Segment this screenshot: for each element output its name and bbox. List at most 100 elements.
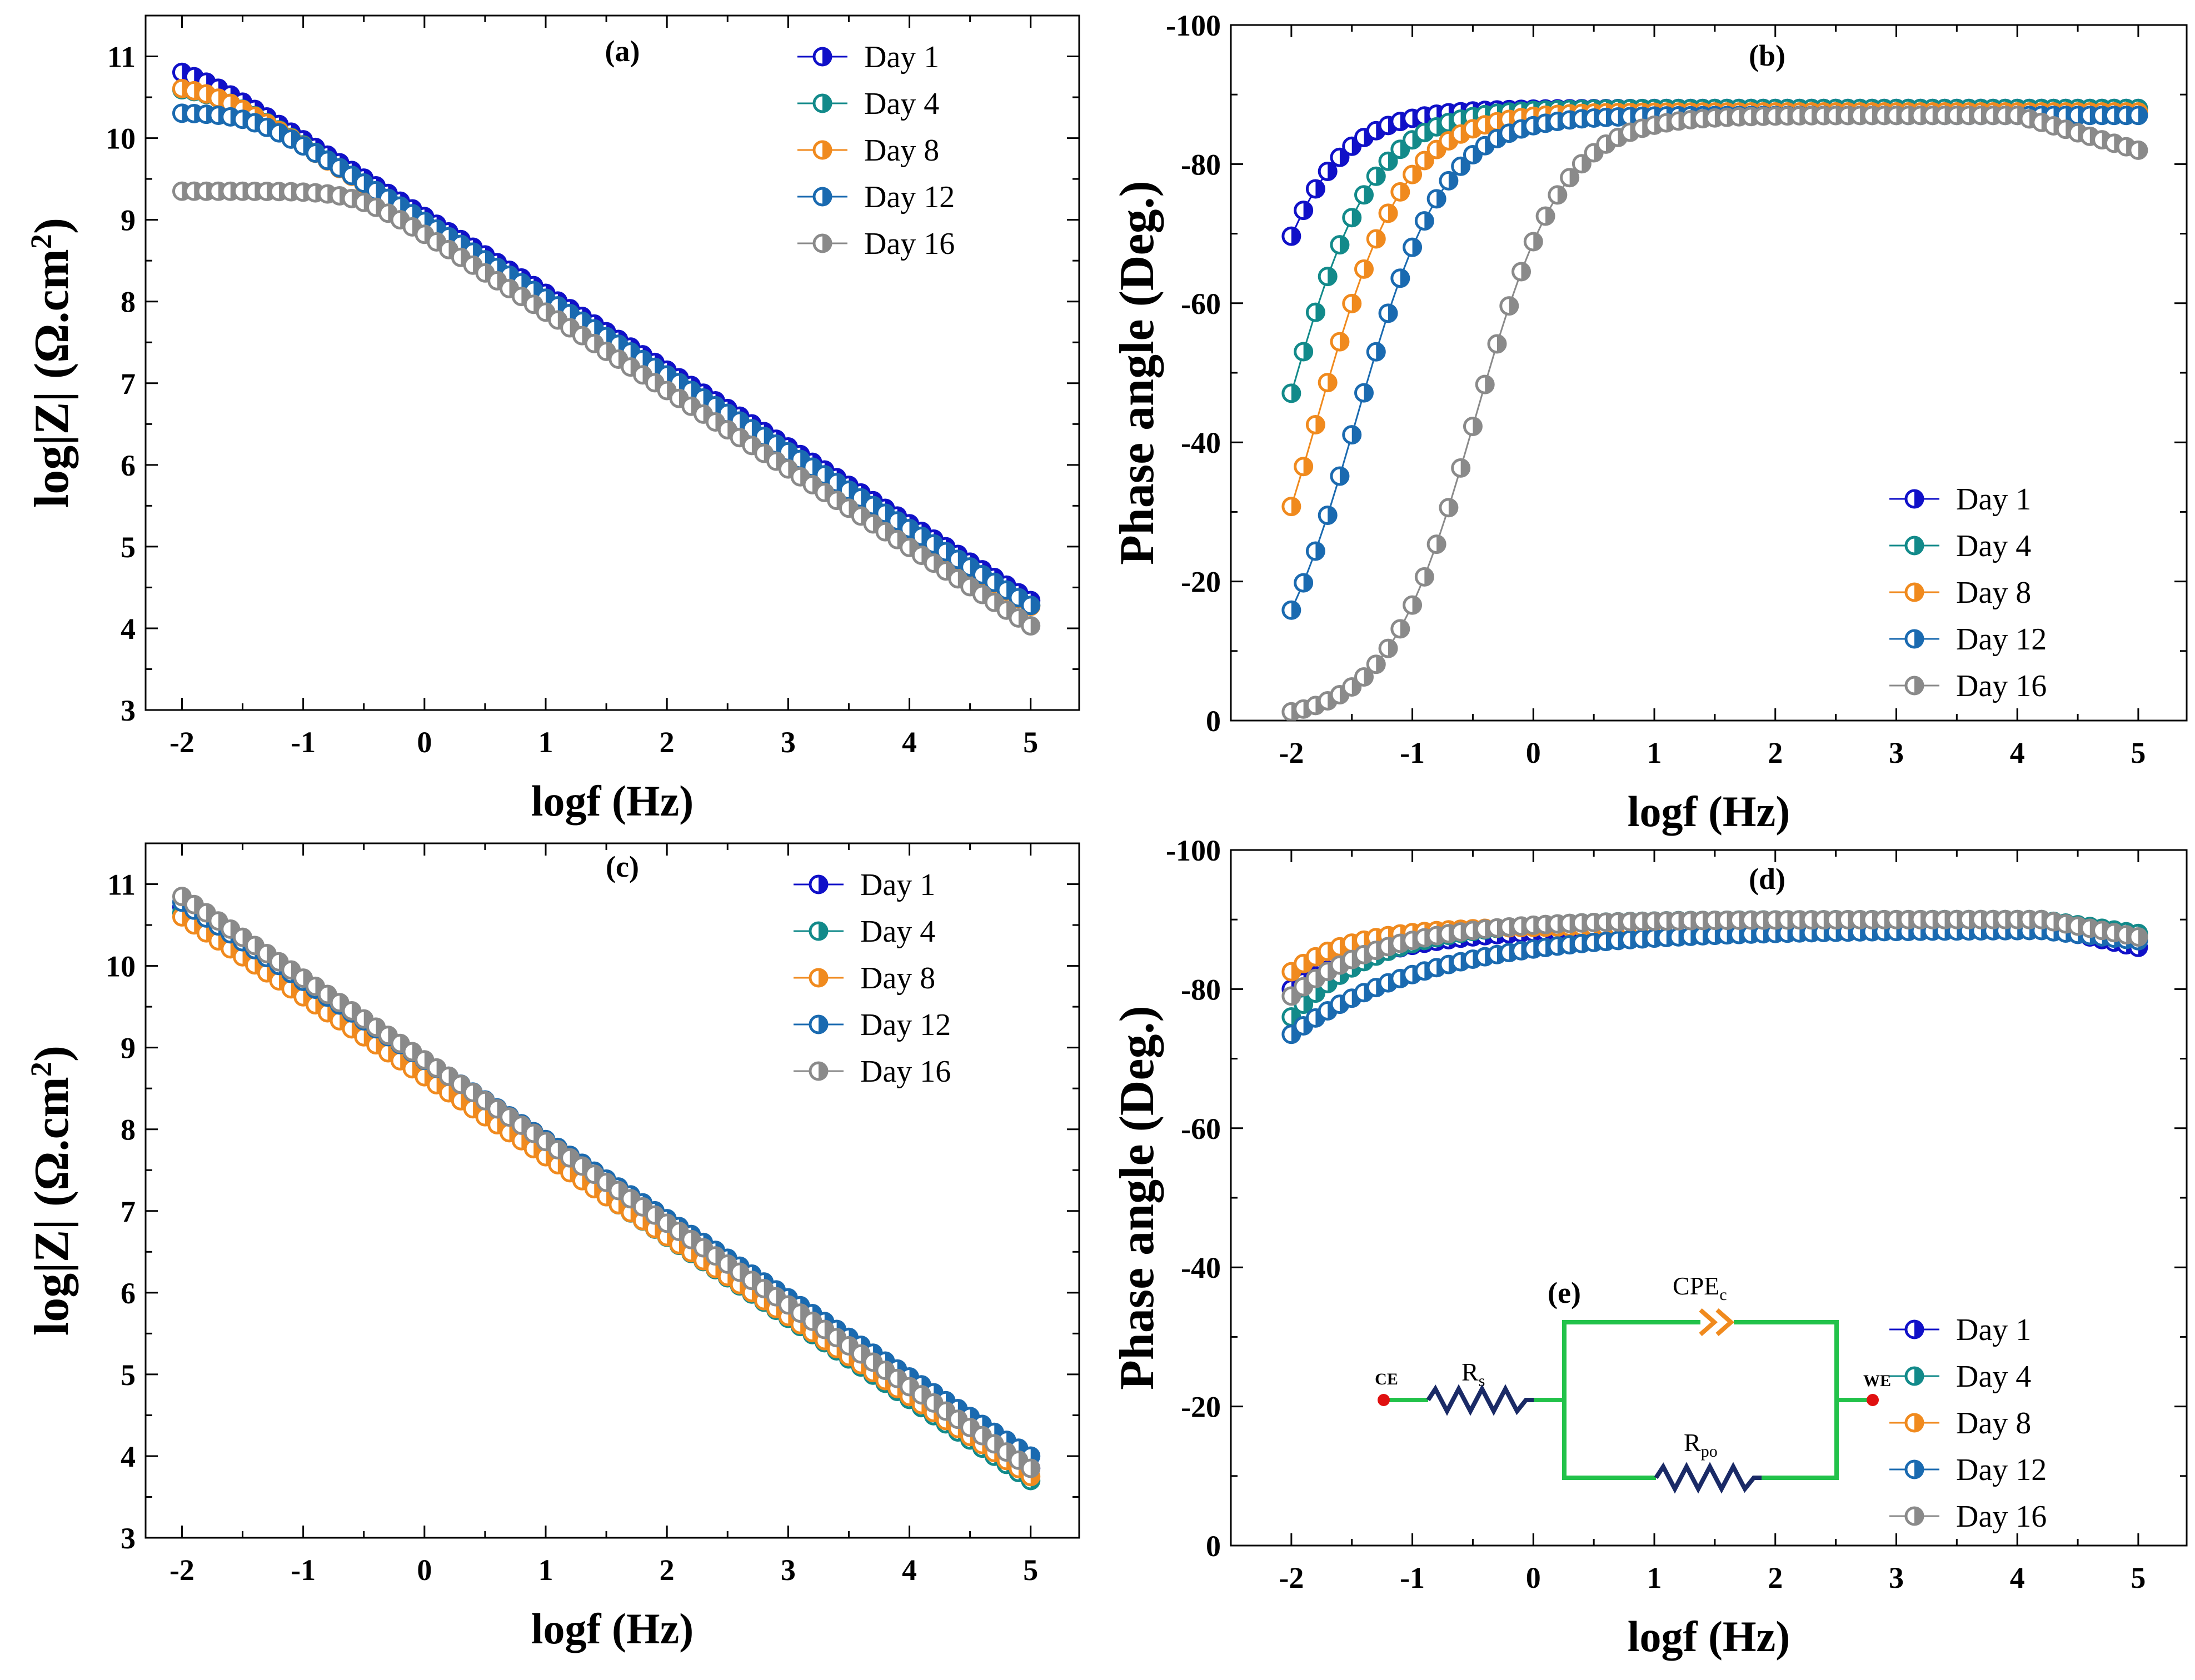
plot-frame xyxy=(144,14,1080,711)
legend-label: Day 16 xyxy=(864,227,955,261)
data-point-half xyxy=(1400,183,1409,201)
y-tick-label: -60 xyxy=(1181,287,1221,321)
y-tick-label: 3 xyxy=(121,1522,136,1555)
data-point-half xyxy=(1339,236,1348,253)
series-day-16 xyxy=(172,181,1041,636)
panel-a: -2 -1 0 1 2 3 4 5 3 4 5 6 7 8 9 10 11 logf (Hz) log|Z| (Ω.… xyxy=(24,14,1080,825)
legend-marker-half xyxy=(1914,1508,1923,1524)
data-point-half xyxy=(1412,166,1421,183)
y-tick-label: 5 xyxy=(121,1358,136,1392)
y-tick-label: 11 xyxy=(107,868,136,902)
data-point-half xyxy=(1339,467,1348,484)
data-point-half xyxy=(1485,376,1494,393)
y-tick-label: -40 xyxy=(1181,1251,1221,1284)
panel-label: (c) xyxy=(606,850,639,883)
y-tick-label: 5 xyxy=(121,531,136,564)
y-tick-label: 8 xyxy=(121,1113,136,1147)
y-tick-label: 9 xyxy=(121,204,136,237)
data-point-half xyxy=(1364,668,1373,686)
data-point-half xyxy=(1030,617,1039,634)
rs-label: Rs xyxy=(1461,1358,1485,1390)
data-point-half xyxy=(1328,163,1336,180)
x-tick-label: 5 xyxy=(2131,736,2146,769)
x-tick-label: 4 xyxy=(902,1553,917,1587)
data-point-half xyxy=(1364,384,1373,402)
x-tick-label: 0 xyxy=(417,726,432,759)
legend-label: Day 1 xyxy=(1956,1313,2031,1347)
x-tick-label: 1 xyxy=(1647,736,1662,769)
panel-label: (a) xyxy=(605,34,640,68)
data-point-half xyxy=(1460,459,1469,477)
data-point-half xyxy=(1412,239,1421,256)
data-point-half xyxy=(1376,231,1385,248)
legend-marker-half xyxy=(1914,1321,1923,1338)
y-tick-label: -80 xyxy=(1181,148,1221,181)
resistor-rs xyxy=(1426,1384,1534,1416)
panel-c: -2 -1 0 1 2 3 4 5 3 4 5 6 7 8 9 10 11 logf (Hz) log|Z| (Ω.… xyxy=(24,842,1080,1653)
data-point-half xyxy=(1351,209,1360,226)
y-tick-label: -20 xyxy=(1181,1391,1221,1424)
x-tick-label: -1 xyxy=(291,1553,316,1587)
legend-label: Day 8 xyxy=(864,133,939,168)
data-point-half xyxy=(1388,153,1397,170)
legend-marker-half xyxy=(1914,1368,1923,1384)
legend-label: Day 4 xyxy=(1956,1359,2031,1394)
data-point-half xyxy=(1557,186,1566,203)
y-tick-label: -20 xyxy=(1181,566,1221,599)
data-point-half xyxy=(1351,426,1360,443)
data-point-half xyxy=(1448,172,1457,189)
legend-label: Day 16 xyxy=(1956,669,2047,703)
y-tick-label: -40 xyxy=(1181,426,1221,459)
x-tick-label: -1 xyxy=(291,726,316,759)
data-point-half xyxy=(1291,602,1300,619)
data-point-half xyxy=(1315,416,1324,433)
cpe-element xyxy=(1699,1308,1718,1337)
y-tick-label: 10 xyxy=(106,950,136,983)
x-axis-title: logf (Hz) xyxy=(1628,787,1790,836)
data-point-half xyxy=(1436,190,1445,207)
legend: Day 1 Day 4 Day 8 Day 12 Day 16 xyxy=(797,40,955,261)
legend-marker-half xyxy=(1914,1414,1923,1431)
x-tick-label: -1 xyxy=(1400,1561,1425,1594)
x-tick-label: -2 xyxy=(1279,736,1304,769)
y-axis-title: Phase angle (Deg.) xyxy=(1110,1006,1164,1390)
x-tick-label: 4 xyxy=(2010,736,2025,769)
data-point-half xyxy=(1315,180,1324,197)
legend: Day 1 Day 4 Day 8 Day 12 Day 16 xyxy=(1889,1313,2047,1534)
x-tick-label: 1 xyxy=(538,726,553,759)
y-tick-label: -60 xyxy=(1181,1112,1221,1146)
x-tick-label: 0 xyxy=(1526,1561,1541,1594)
we-label: WE xyxy=(1863,1372,1891,1390)
x-tick-label: -1 xyxy=(1400,736,1425,769)
legend-marker-half xyxy=(822,95,831,112)
data-point-half xyxy=(1364,261,1373,278)
legend-label: Day 4 xyxy=(1956,529,2031,563)
cpe-label: CPEc xyxy=(1673,1272,1727,1304)
legend-marker-half xyxy=(819,1063,827,1079)
x-tick-label: 0 xyxy=(1526,736,1541,769)
legend-label: Day 1 xyxy=(860,868,935,902)
y-tick-label: 7 xyxy=(121,367,136,401)
x-axis-title: logf (Hz) xyxy=(531,777,694,825)
y-tick-label: 4 xyxy=(121,1440,136,1473)
x-tick-label: -2 xyxy=(169,726,194,759)
series-day-16 xyxy=(1281,106,2148,721)
equivalent-circuit-inset: (e) CE WE Rs Rpo CPEc xyxy=(1375,1272,1891,1494)
data-point-half xyxy=(2138,142,2147,159)
x-tick-label: 5 xyxy=(1023,726,1038,759)
panel-label: (b) xyxy=(1749,39,1785,72)
legend-label: Day 12 xyxy=(1956,1453,2047,1487)
legend-label: Day 1 xyxy=(1956,482,2031,517)
data-point-half xyxy=(2138,928,2147,946)
data-point-half xyxy=(1291,384,1300,402)
data-point-half xyxy=(1291,498,1300,515)
x-axis-title: logf (Hz) xyxy=(531,1604,694,1653)
data-point-half xyxy=(1388,640,1397,657)
legend-marker-half xyxy=(822,188,831,205)
y-tick-label: 6 xyxy=(121,1277,136,1310)
data-point-half xyxy=(1339,333,1348,351)
data-point-half xyxy=(1328,268,1336,285)
data-point-half xyxy=(1030,597,1039,614)
x-tick-label: 1 xyxy=(1647,1561,1662,1594)
